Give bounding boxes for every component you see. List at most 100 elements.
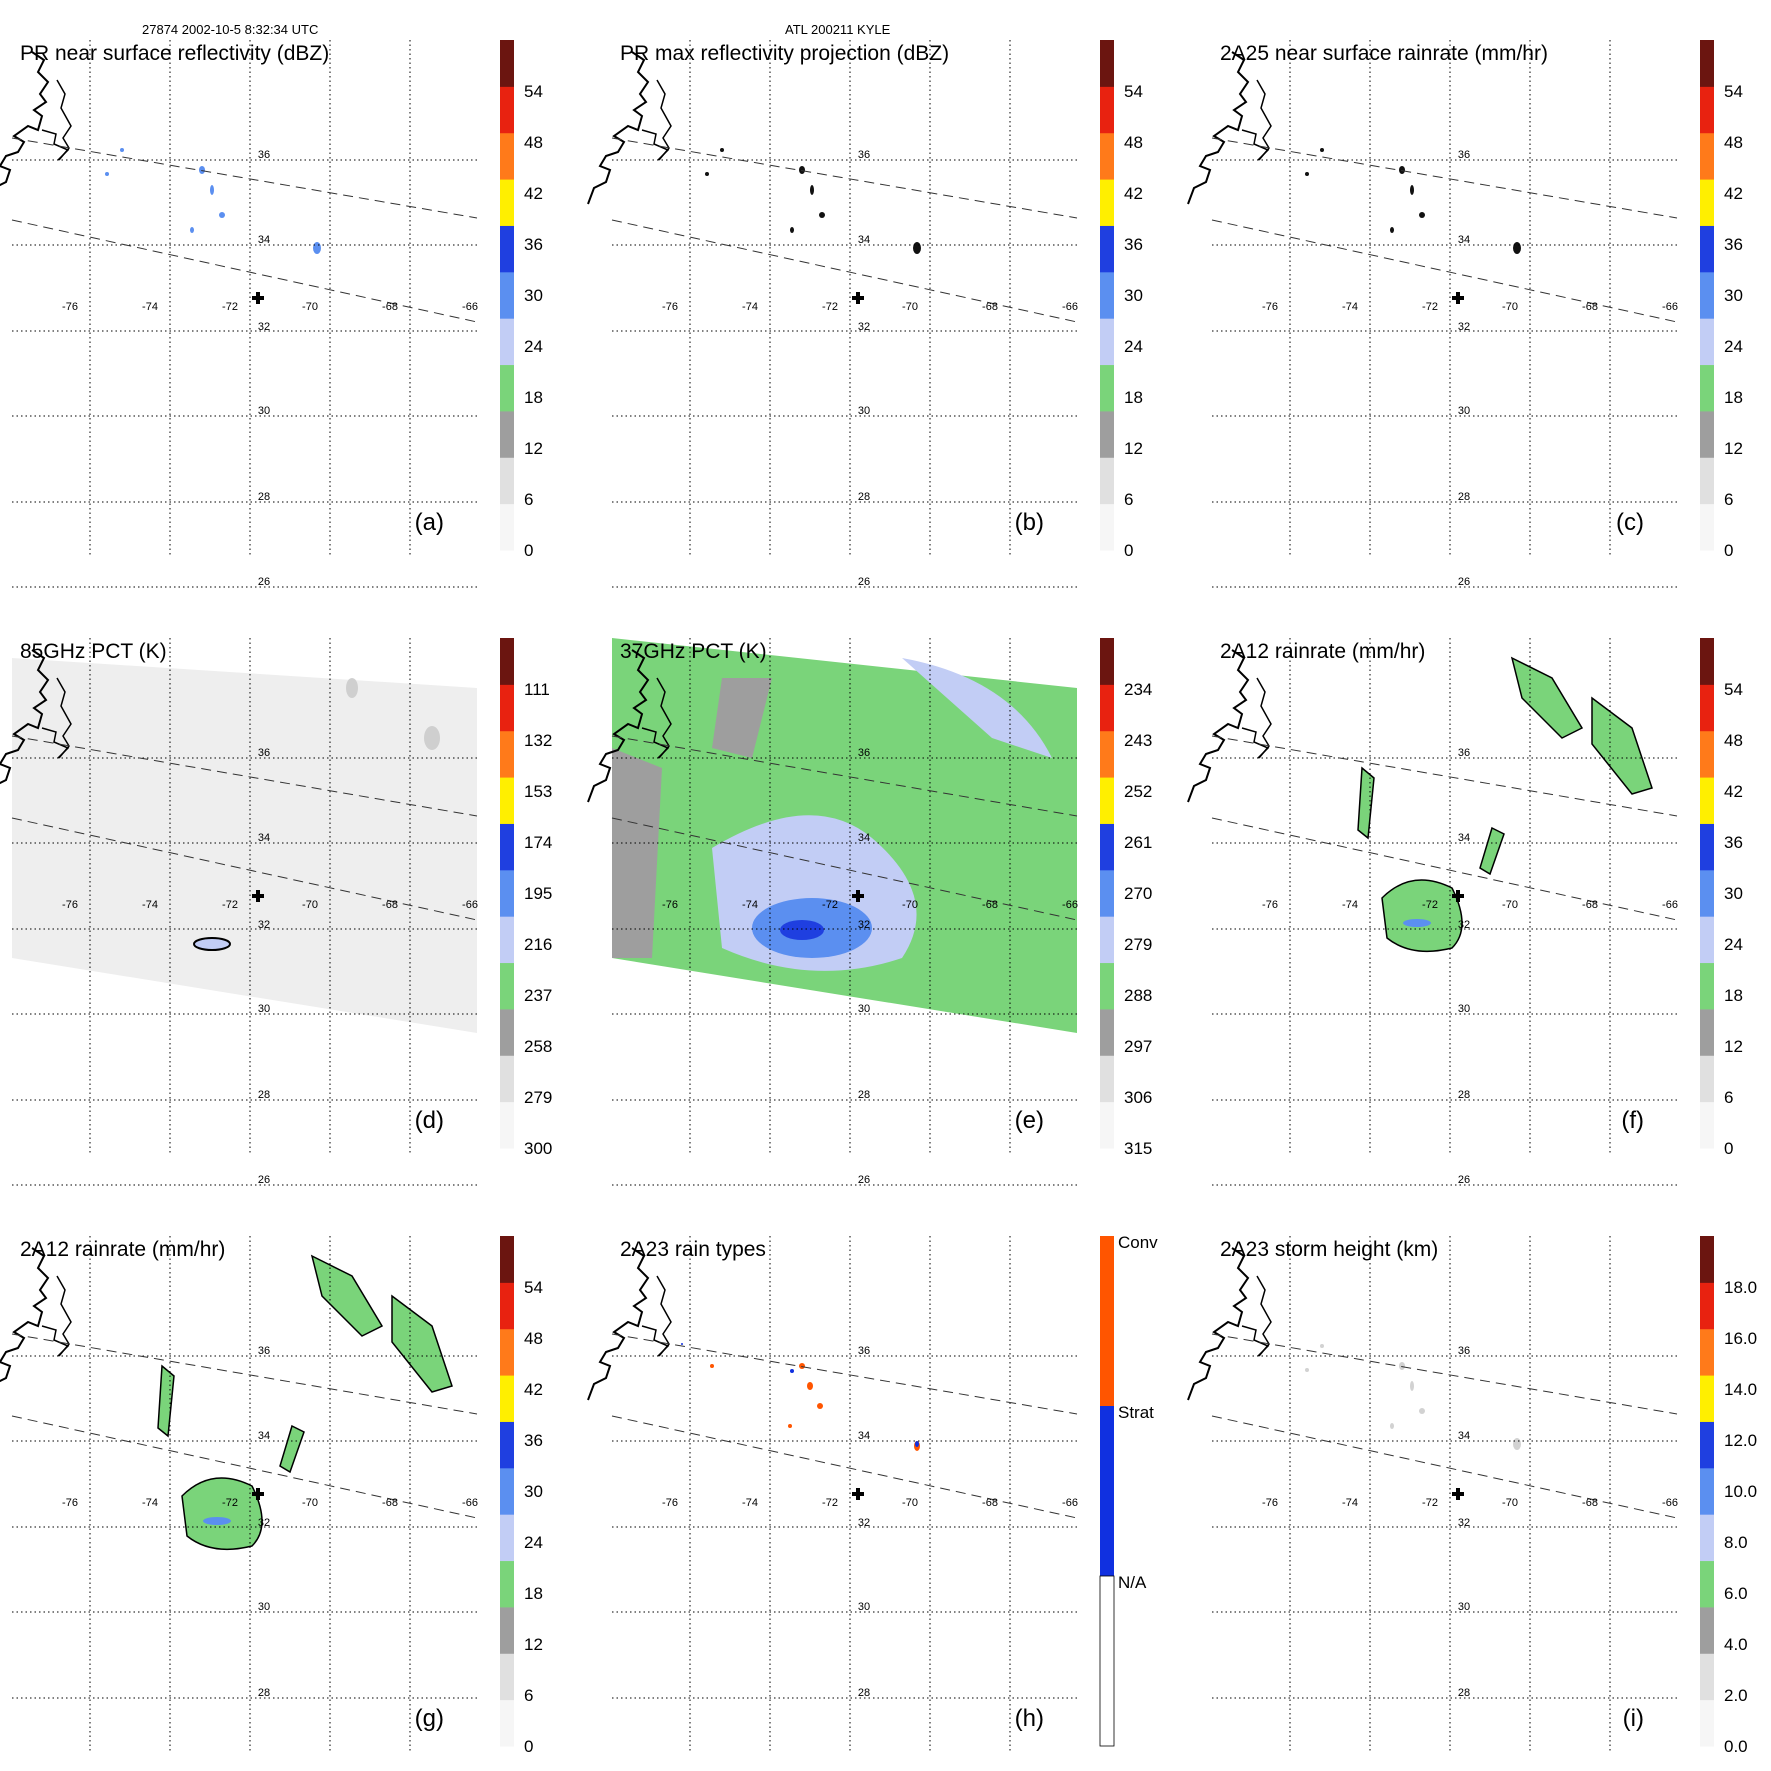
colorbar-label: 18 [524, 388, 543, 407]
latitude-label: 32 [258, 321, 270, 333]
longitude-label: -76 [62, 899, 78, 911]
storm-center-marker [252, 890, 264, 902]
coastline-inlet [1241, 1325, 1270, 1357]
latitude-label: 28 [1458, 1089, 1470, 1101]
colorbar-label: 30 [524, 1482, 543, 1501]
colorbar-label: Conv [1118, 1233, 1158, 1252]
longitude-label: -74 [142, 301, 158, 313]
rain-cell [1419, 1408, 1425, 1414]
colorbar-label: 174 [524, 833, 552, 852]
colorbar-label: 12 [1724, 439, 1743, 458]
header-storm-name: ATL 200211 KYLE [785, 22, 891, 37]
rain-cell [190, 227, 194, 233]
colorbar-segment [500, 1236, 514, 1283]
colorbar-segment [1100, 730, 1114, 778]
colorbar-label: 10.0 [1724, 1482, 1757, 1501]
colorbar-segment [500, 1653, 514, 1701]
rain-cell [681, 1343, 683, 1345]
panel-i: -76-74-72-70-68-663634323028262A23 storm… [1187, 1236, 1757, 1756]
coastline [0, 649, 50, 785]
storm-center-marker [252, 1488, 264, 1500]
swath-edge-south [611, 219, 1078, 323]
latitude-label: 34 [858, 234, 870, 246]
panel-title: 2A23 storm height (km) [1220, 1238, 1438, 1261]
longitude-label: -68 [1582, 301, 1598, 313]
panel-f: -76 -74 -72 -70 -68 -66 36 34 32 30 28 26 2A12 rainr… [1187, 638, 1743, 1186]
coastline-inlet [1241, 129, 1270, 161]
swath-edge-south [611, 1415, 1078, 1519]
rain-cell [1410, 185, 1414, 195]
latitude-label: 34 [1458, 832, 1470, 844]
colorbar-segment [1700, 869, 1714, 917]
colorbar-segment [500, 869, 514, 917]
colorbar-segment [1100, 318, 1114, 366]
latitude-label: 28 [1458, 1687, 1470, 1699]
colorbar-label: 252 [1124, 782, 1152, 801]
latitude-label: 26 [858, 576, 870, 588]
panel-letter: (d) [415, 1107, 444, 1134]
colorbar-segment [500, 684, 514, 732]
rain-area-core [181, 1477, 263, 1551]
longitude-label: -70 [902, 301, 918, 313]
panel-letter: (h) [1015, 1705, 1044, 1732]
longitude-label: -76 [1262, 301, 1278, 313]
latitude-label: 30 [258, 1003, 270, 1015]
colorbar-segment [1700, 410, 1714, 458]
longitude-label: -72 [822, 899, 838, 911]
rain-cell [424, 726, 440, 750]
colorbar-label: 24 [1724, 337, 1743, 356]
latitude-label: 28 [1458, 491, 1470, 503]
colorbar-label: 0 [1724, 541, 1733, 560]
latitude-label: 32 [858, 919, 870, 931]
colorbar-label: 18.0 [1724, 1278, 1757, 1297]
rain-area-core [1381, 879, 1463, 953]
colorbar-segment [1700, 1560, 1714, 1608]
longitude-label: -76 [662, 899, 678, 911]
colorbar-label: 6 [1724, 490, 1733, 509]
colorbar-label: 315 [1124, 1139, 1152, 1158]
latitude-label: 30 [1458, 1601, 1470, 1613]
rain-band [1591, 696, 1653, 795]
storm-center-marker [852, 292, 864, 304]
rain-cell [1410, 1381, 1414, 1391]
storm-center-marker [252, 292, 264, 304]
longitude-label: -70 [1502, 301, 1518, 313]
longitude-label: -72 [1422, 301, 1438, 313]
colorbar-segment [1100, 132, 1114, 180]
latitude-label: 36 [858, 747, 870, 759]
colorbar-segment [500, 40, 514, 87]
colorbar-label: 279 [1124, 935, 1152, 954]
colorbar-label: 261 [1124, 833, 1152, 852]
colorbar-segment [1700, 1421, 1714, 1469]
rain-cell [1320, 1344, 1324, 1348]
colorbar-segment [1100, 503, 1114, 551]
colorbar-label: 12.0 [1724, 1431, 1757, 1450]
colorbar-label: 36 [1124, 235, 1143, 254]
coastline [587, 649, 650, 803]
colorbar-segment-strat [1100, 1406, 1114, 1576]
colorbar-label: 24 [524, 337, 543, 356]
latitude-label: 30 [1458, 405, 1470, 417]
panel-title: PR max reflectivity projection (dBZ) [620, 42, 949, 65]
colorbar-label: 297 [1124, 1037, 1152, 1056]
longitude-label: -68 [982, 899, 998, 911]
latitude-label: 36 [258, 747, 270, 759]
latitude-label: 34 [1458, 1430, 1470, 1442]
latitude-label: 34 [858, 1430, 870, 1442]
panel-title: PR near surface reflectivity (dBZ) [20, 42, 329, 65]
colorbar-label: 234 [1124, 680, 1152, 699]
colorbar-label: 48 [1724, 133, 1743, 152]
longitude-label: -76 [662, 301, 678, 313]
colorbar-segment [1700, 364, 1714, 412]
pct37-core [780, 920, 824, 940]
colorbar-segment [1700, 1699, 1714, 1747]
coastline-inlet [641, 727, 670, 759]
colorbar-label: 18 [1724, 388, 1743, 407]
rain-cell [193, 937, 231, 951]
latitude-label: 32 [258, 919, 270, 931]
coastline [1187, 1247, 1250, 1401]
rain-cell [1390, 1423, 1394, 1429]
colorbar-segment [500, 1699, 514, 1747]
colorbar-segment [1700, 179, 1714, 226]
colorbar-label: 237 [524, 986, 552, 1005]
